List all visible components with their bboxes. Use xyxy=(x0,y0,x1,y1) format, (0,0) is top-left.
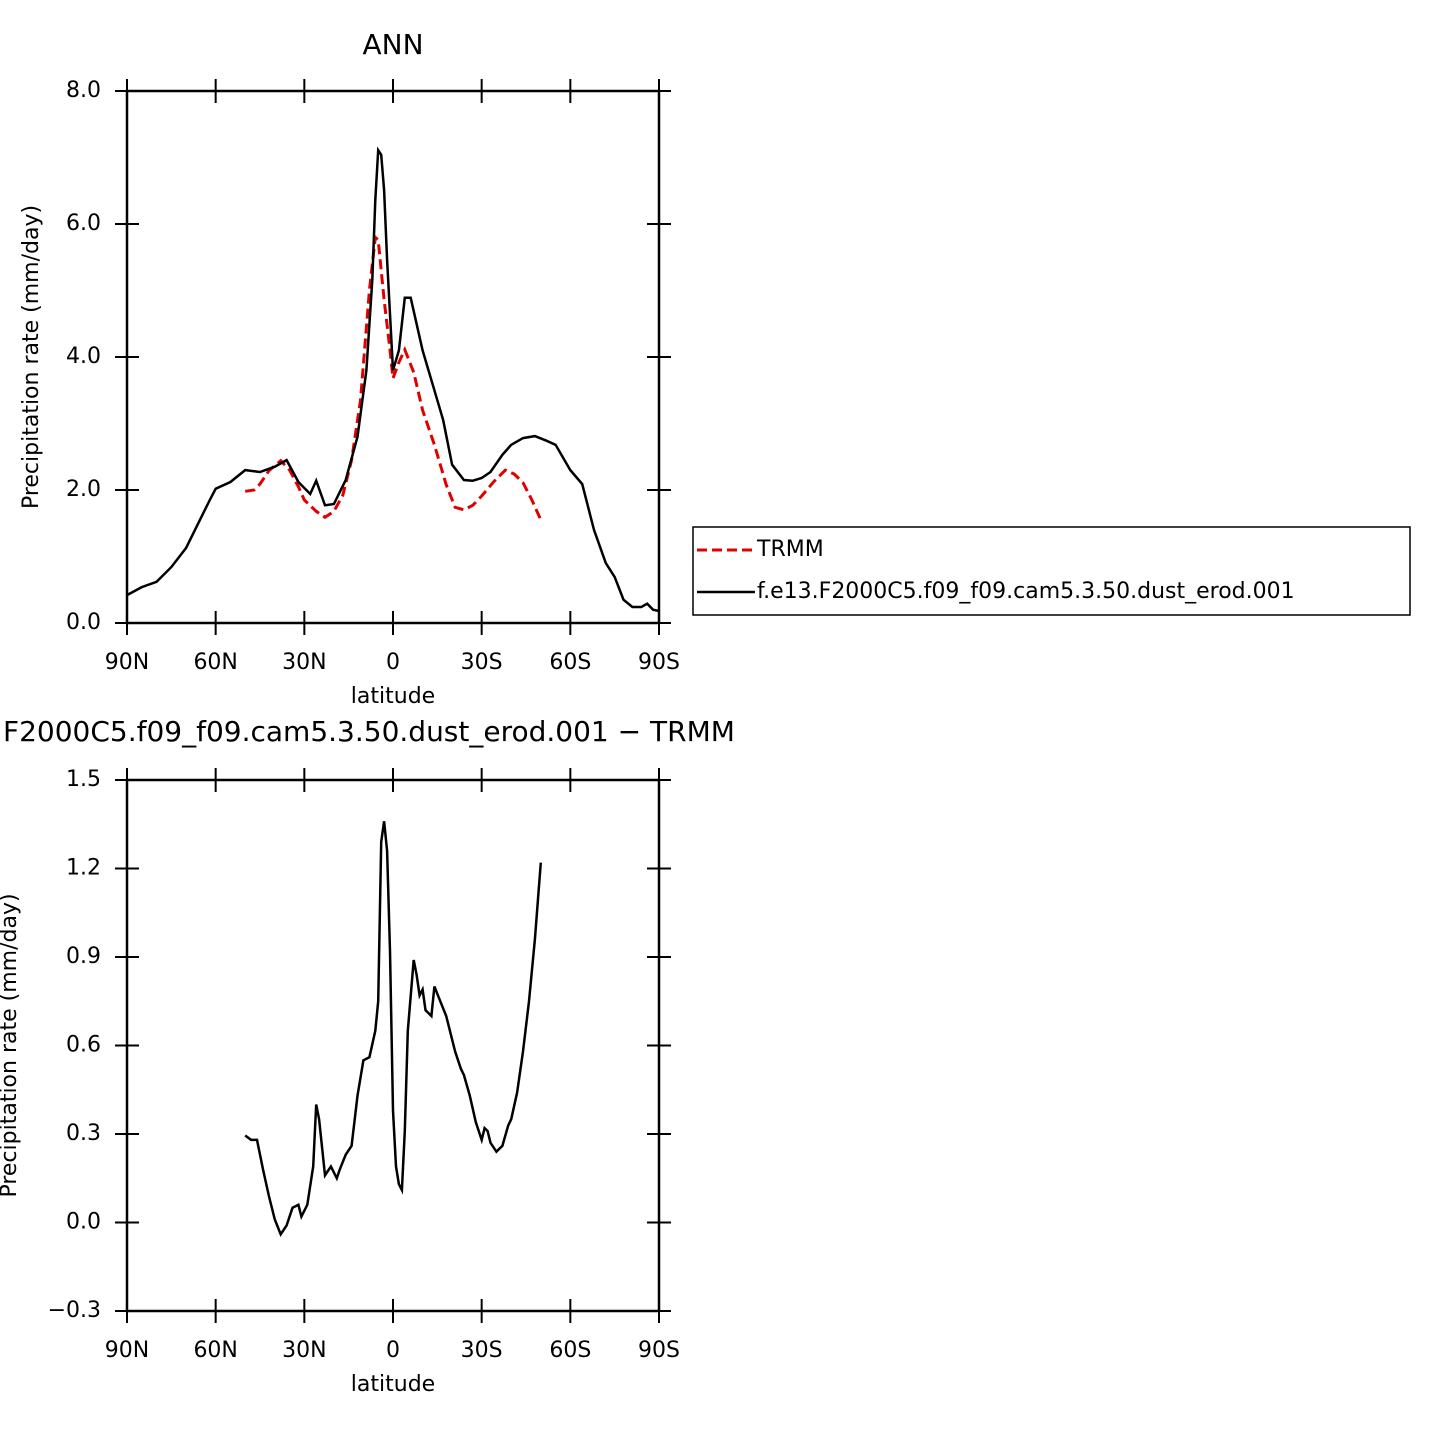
x-tick-label: 90S xyxy=(638,1338,680,1363)
y-tick-label: 0.0 xyxy=(66,1210,101,1235)
x-tick-label: 30N xyxy=(282,1338,326,1363)
x-tick-label: 30S xyxy=(461,1338,503,1363)
data-line xyxy=(244,234,543,521)
legend-label: TRMM xyxy=(756,537,824,562)
x-tick-label: 0 xyxy=(386,1338,400,1363)
y-tick-label: 6.0 xyxy=(66,211,101,236)
x-axis-label: latitude xyxy=(351,684,435,709)
y-tick-label: 1.5 xyxy=(66,767,101,792)
y-tick-label: 4.0 xyxy=(66,344,101,369)
chart-title: F2000C5.f09_f09.cam5.3.50.dust_erod.001 … xyxy=(3,715,735,748)
x-tick-label: 60N xyxy=(193,650,237,675)
data-line xyxy=(126,146,660,613)
x-tick-label: 30N xyxy=(282,650,326,675)
legend-box xyxy=(692,526,1411,616)
y-tick-label: 8.0 xyxy=(66,78,101,103)
chart-title: ANN xyxy=(362,28,423,61)
data-line xyxy=(244,821,543,1237)
y-axis-label: Precipitation rate (mm/day) xyxy=(19,205,44,509)
x-tick-label: 90N xyxy=(105,650,149,675)
x-tick-label: 60S xyxy=(549,1338,591,1363)
x-tick-label: 90N xyxy=(105,1338,149,1363)
x-axis-label: latitude xyxy=(351,1372,435,1397)
x-tick-label: 0 xyxy=(386,650,400,675)
y-axis-label: Precipitation rate (mm/day) xyxy=(0,893,22,1197)
x-tick-label: 90S xyxy=(638,650,680,675)
x-tick-label: 60N xyxy=(193,1338,237,1363)
x-tick-label: 30S xyxy=(461,650,503,675)
y-tick-label: 0.6 xyxy=(66,1033,101,1058)
y-tick-label: 2.0 xyxy=(66,477,101,502)
y-tick-label: −0.3 xyxy=(48,1298,101,1323)
x-tick-label: 60S xyxy=(549,650,591,675)
legend-label: f.e13.F2000C5.f09_f09.cam5.3.50.dust_ero… xyxy=(757,579,1295,604)
y-tick-label: 0.3 xyxy=(66,1121,101,1146)
y-tick-label: 0.0 xyxy=(66,610,101,635)
y-tick-label: 0.9 xyxy=(66,944,101,969)
y-tick-label: 1.2 xyxy=(66,856,101,881)
